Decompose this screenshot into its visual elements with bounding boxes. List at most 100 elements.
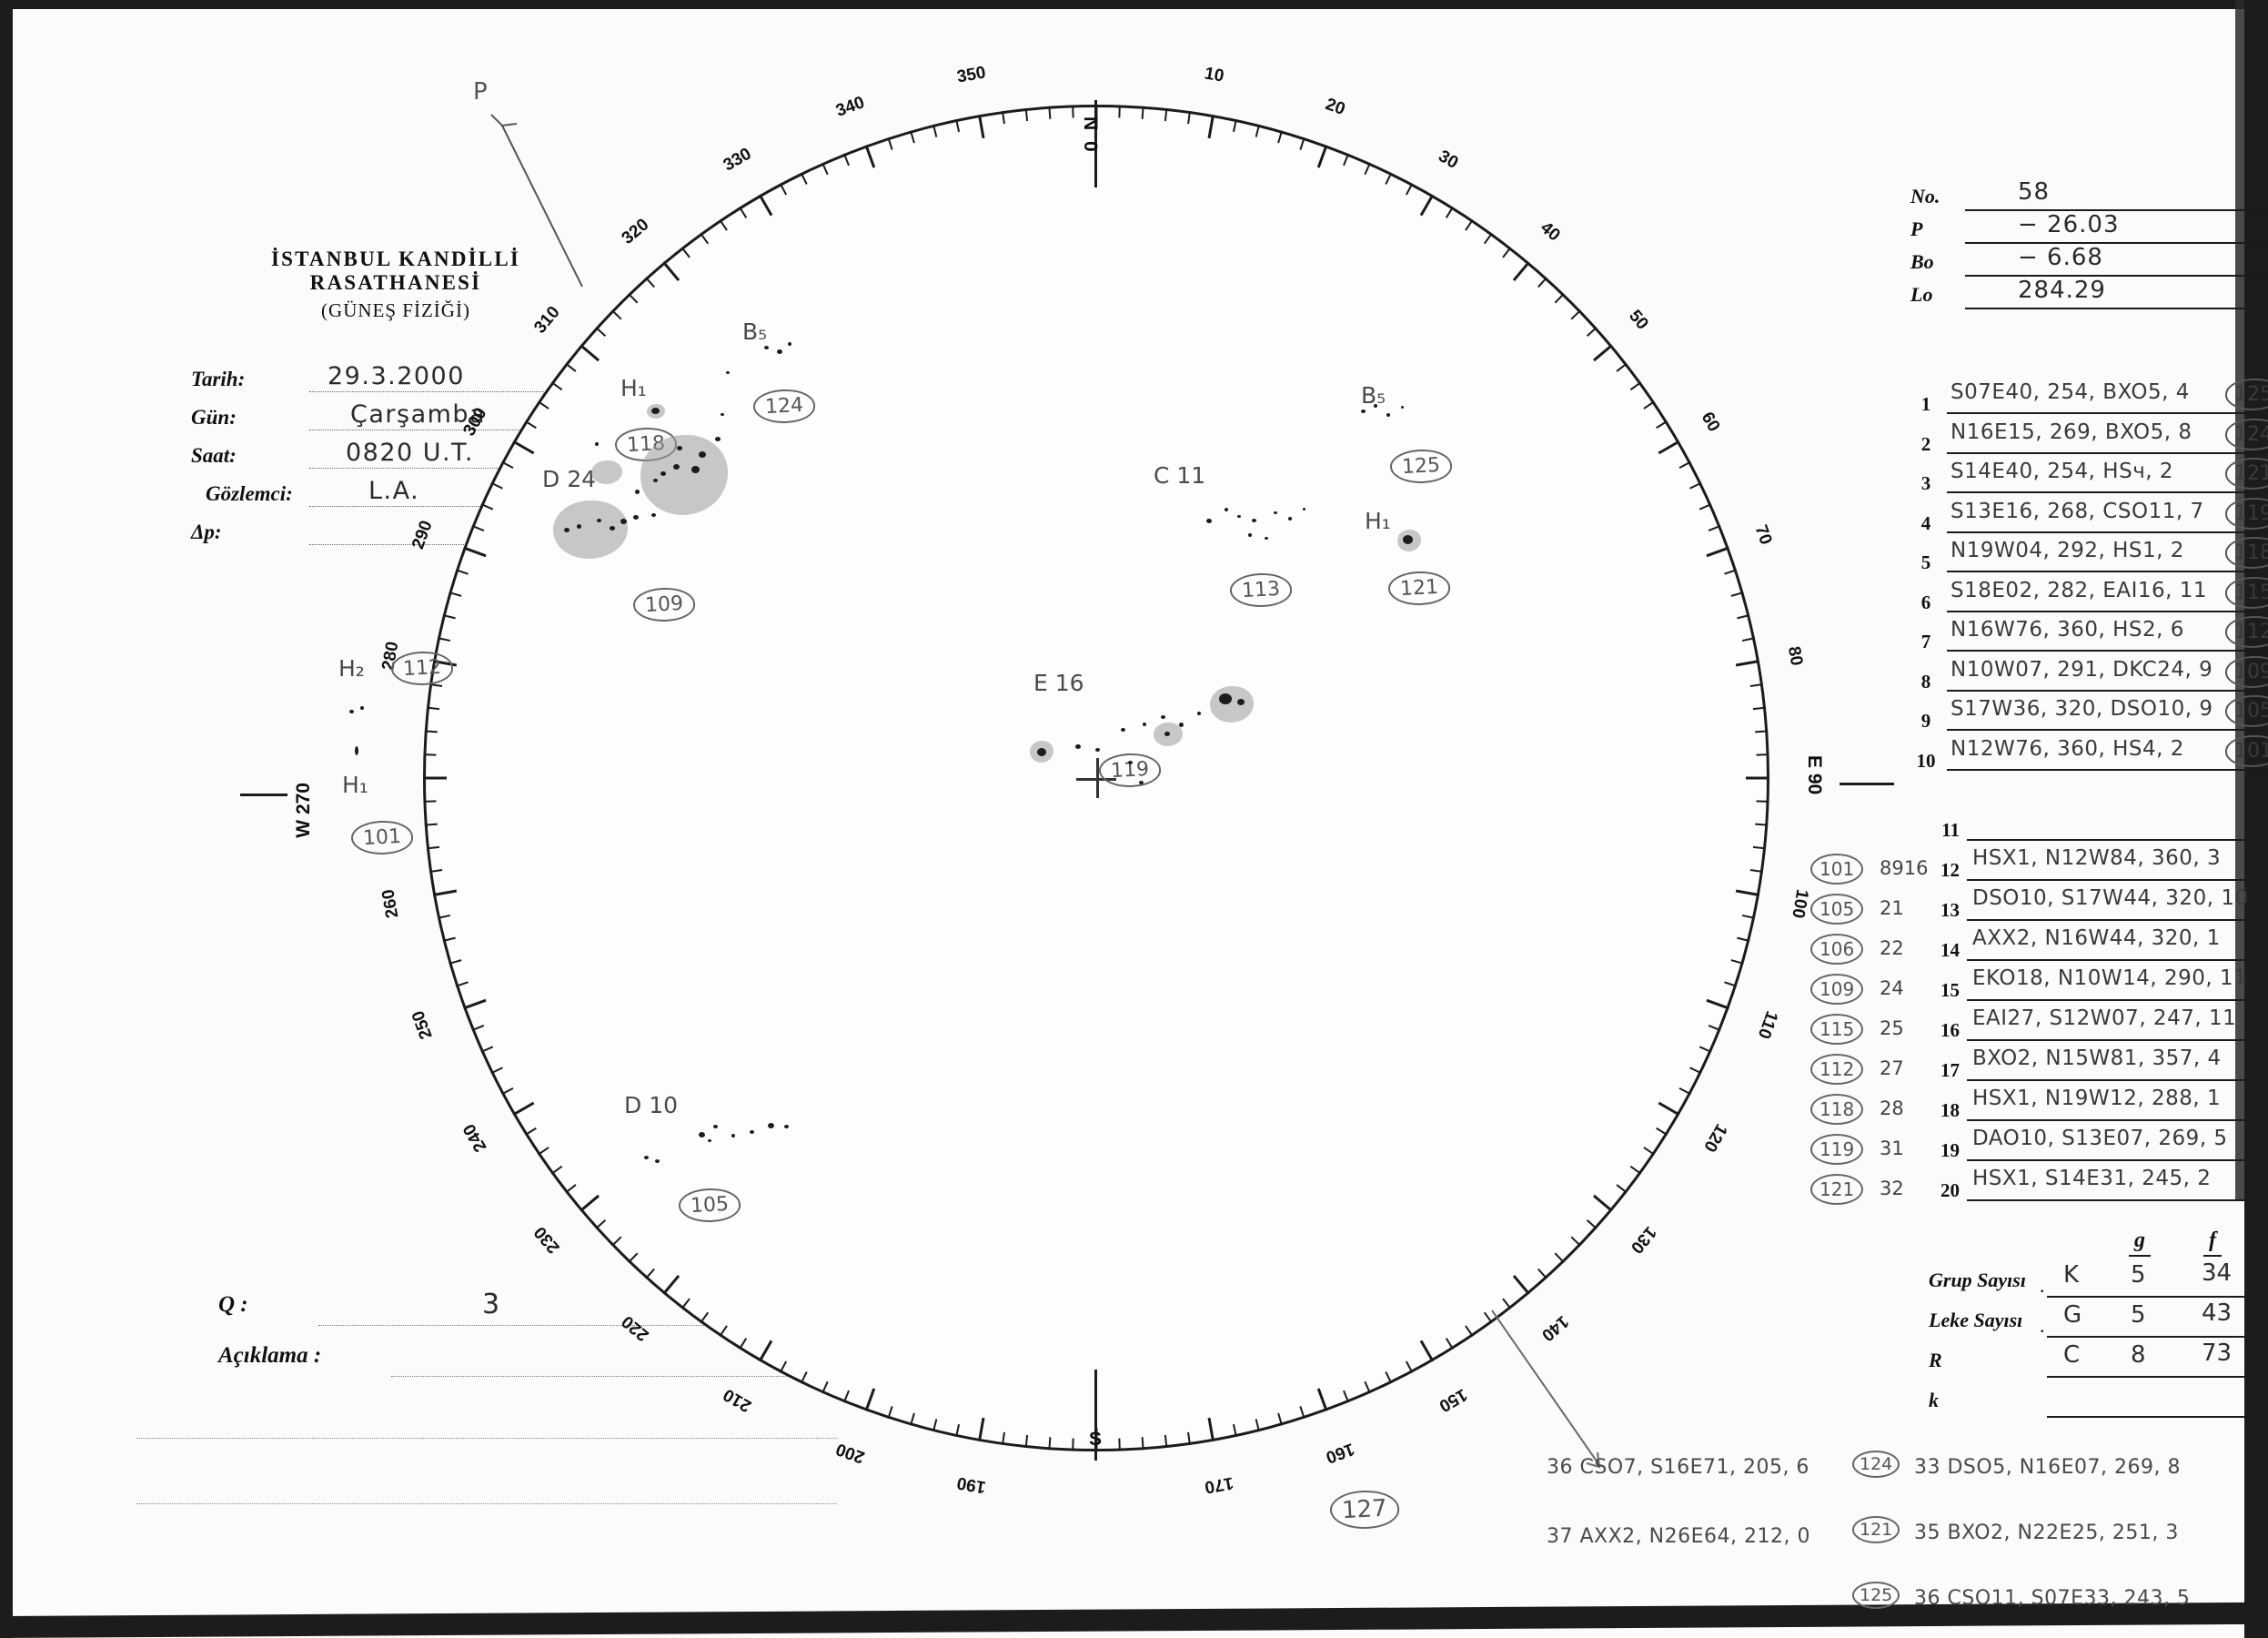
sunspot-umbra — [1161, 715, 1165, 719]
degree-tick-minor — [455, 569, 469, 575]
west-marker-dash — [240, 794, 287, 796]
sunspot-row-secondary[interactable]: 11 — [1810, 810, 2268, 850]
degree-tick-minor — [1656, 420, 1668, 430]
degree-tick-minor — [1616, 362, 1628, 372]
degree-tick-minor — [1385, 1371, 1393, 1384]
sunspot-umbra — [1274, 511, 1277, 514]
remarks-line-2[interactable] — [136, 1438, 837, 1439]
degree-tick-minor — [1643, 400, 1656, 410]
header-row-p[interactable]: P − 26.03 — [1910, 211, 2268, 248]
note-35: 35 BXO2, N22E25, 251, 3 — [1914, 1522, 2179, 1544]
sunspot-row-secondary[interactable]: 112 27 17 BXO2, N15W81, 357, 4 — [1810, 1046, 2268, 1090]
degree-tick-minor — [1364, 1380, 1371, 1394]
sunspot-umbra — [1075, 744, 1081, 749]
sunspot-row[interactable]: 1 S07E40, 254, BXO5, 4 125 — [1910, 379, 2268, 422]
degree-label-160: 160 — [1323, 1438, 1357, 1467]
sunspot-row-rule — [1967, 1039, 2268, 1041]
degree-tick-minor — [1752, 706, 1767, 711]
field-gun[interactable]: Gün: Çarşamba — [191, 400, 646, 440]
sunspot-umbra — [715, 437, 721, 441]
sunspot-group-circled-number: 119 — [1098, 752, 1162, 789]
sunspot-row-secondary[interactable]: 118 28 18 HSX1, N19W12, 288, 1 — [1810, 1087, 2268, 1130]
sunspot-umbra — [1265, 537, 1268, 540]
sunspot-row-secondary[interactable]: 105 21 13 DSO10, S17W44, 320, 10 — [1810, 886, 2268, 930]
sunspot-row-text: HSX1, S14E31, 245, 2 — [1972, 1167, 2212, 1190]
sunspot-umbra — [713, 1125, 718, 1128]
note-36-circled: 125 — [1852, 1582, 1900, 1609]
sunspot-row-rule — [1967, 919, 2268, 921]
sunspot-umbra — [750, 1130, 754, 1134]
degree-tick-minor — [1586, 1219, 1598, 1229]
sunspot-umbra — [1037, 748, 1046, 756]
header-row-bo[interactable]: Bo − 6.68 — [1910, 244, 2268, 280]
sunspot-group-label: C 11 — [1154, 462, 1206, 489]
sunspot-row-number: 32 — [1880, 1178, 1904, 1199]
degree-label-200: 200 — [833, 1438, 868, 1467]
sunspot-row-rule — [1967, 839, 2268, 841]
sunspot-group-label: H₁ — [620, 375, 647, 401]
sunspot-row-secondary[interactable]: 115 25 16 EAI27, S12W07, 247, 11 — [1810, 1006, 2268, 1050]
field-saat[interactable]: Saat: 0820 U.T. — [191, 439, 646, 479]
sunspot-umbra — [726, 371, 730, 374]
degree-tick-minor — [1537, 1268, 1547, 1279]
sunspot-row-secondary[interactable]: 121 32 20 HSX1, S14E31, 245, 2 — [1810, 1167, 2268, 1210]
header-row-lo[interactable]: Lo 284.29 — [1910, 277, 2268, 313]
degree-tick-major — [432, 889, 458, 896]
summary-grup-g: 5 — [2131, 1261, 2146, 1289]
sunspot-row-index: 2 — [1920, 432, 1931, 455]
summary-row-k[interactable]: k — [1929, 1385, 2268, 1425]
header-row-no[interactable]: No. 58 — [1910, 178, 2268, 215]
sunspot-row[interactable]: 3 S14E40, 254, HSч, 2 121 — [1910, 458, 2268, 501]
degree-tick-minor — [1255, 1419, 1260, 1432]
sunspot-row-rule — [1947, 491, 2268, 493]
field-remarks[interactable]: Açıklama : — [218, 1343, 837, 1394]
degree-tick-minor — [1141, 1437, 1144, 1451]
sunspot-row[interactable]: 6 S18E02, 282, EAI16, 11 115 — [1910, 576, 2268, 621]
sunspot-row[interactable]: 4 S13E16, 268, CSO11, 7 119 — [1910, 497, 2268, 541]
field-tarih-dotline — [309, 391, 646, 392]
degree-tick-minor — [1656, 1127, 1668, 1136]
sunspot-row-rule — [1947, 451, 2268, 454]
degree-tick-minor — [1737, 936, 1750, 942]
field-tarih[interactable]: Tarih: 29.3.2000 — [191, 362, 646, 402]
remarks-line-3[interactable] — [136, 1503, 837, 1504]
sunspot-row-rule — [1947, 768, 2268, 771]
sunspot-row[interactable]: 2 N16E15, 269, BXO5, 8 124 — [1910, 418, 2268, 462]
sunspot-row-secondary[interactable]: 119 31 19 DAO10, S13E07, 269, 5 — [1810, 1127, 2268, 1170]
sunspot-row-secondary[interactable]: 106 22 14 AXX2, N16W44, 320, 1 — [1810, 926, 2268, 970]
degree-tick-minor — [1277, 130, 1283, 144]
sunspot-group-circled-number: 109 — [632, 586, 696, 623]
degree-tick-minor — [1118, 105, 1121, 118]
degree-tick-minor — [1678, 1087, 1691, 1096]
sunspot-row[interactable]: 9 S17W36, 320, DSO10, 9 105 — [1910, 695, 2268, 739]
note-26: 36 CSO7, S16E71, 205, 6 — [1547, 1456, 1809, 1479]
degree-label-130: 130 — [1627, 1222, 1660, 1258]
degree-tick-minor — [442, 936, 456, 942]
sunspot-row-text: HSX1, N19W12, 288, 1 — [1972, 1087, 2222, 1110]
degree-tick-minor — [1405, 183, 1414, 196]
sunspot-penumbra — [591, 460, 622, 484]
summary-leke-f: 43 — [2202, 1299, 2233, 1327]
summary-row-leke-sayisi[interactable]: Leke Sayısı . G 5 43 — [1929, 1299, 2268, 1345]
sunspot-umbra — [1139, 781, 1144, 784]
degree-tick-minor — [1483, 232, 1493, 245]
summary-grup-code: K — [2063, 1261, 2080, 1289]
sunspot-row[interactable]: 8 N10W07, 291, DKC24, 9 109 — [1910, 655, 2268, 700]
note-33-circled: 124 — [1852, 1451, 1900, 1478]
sunspot-row-number: 21 — [1880, 897, 1904, 919]
summary-row-grup-sayisi[interactable]: Grup Sayısı . K 5 34 — [1929, 1259, 2268, 1305]
degree-tick-minor — [524, 1127, 537, 1136]
sunspot-row-rule — [1947, 531, 2268, 533]
sunspot-row-rule — [1967, 1119, 2268, 1121]
sunspot-umbra — [1219, 693, 1232, 704]
summary-row-r[interactable]: R C 8 73 — [1929, 1340, 2268, 1385]
sunspot-row[interactable]: 7 N16W76, 360, HS2, 6 112 — [1910, 616, 2268, 660]
header-bo-rule — [1965, 275, 2268, 277]
degree-label-240: 240 — [459, 1120, 491, 1156]
field-gozlemci[interactable]: Gözlemci: L.A. — [191, 477, 646, 517]
sunspot-row-secondary[interactable]: 101 8916 12 HSX1, N12W84, 360, 3 — [1810, 846, 2268, 890]
sunspot-row-secondary[interactable]: 109 24 15 EKO18, N10W14, 290, 11 — [1810, 966, 2268, 1010]
field-quality[interactable]: Q : 3 — [218, 1289, 837, 1343]
sunspot-row[interactable]: 5 N19W04, 292, HS1, 2 118 — [1910, 537, 2268, 581]
sunspot-row[interactable]: 10 N12W76, 360, HS4, 2 101 — [1910, 734, 2268, 779]
